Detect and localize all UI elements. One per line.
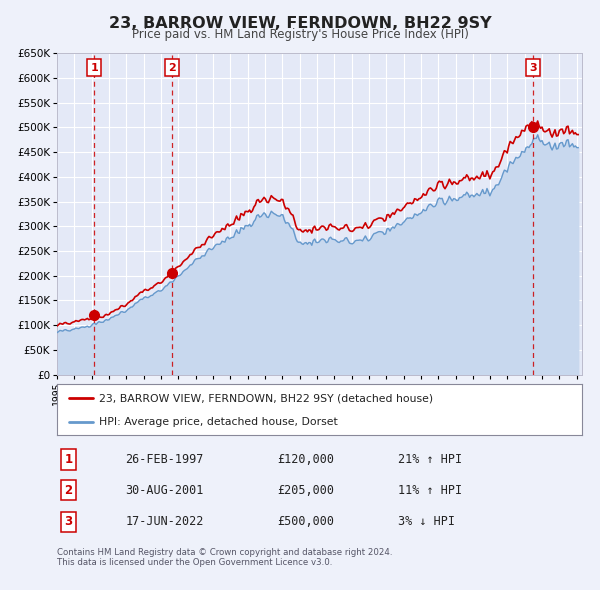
Text: £120,000: £120,000 <box>277 453 335 466</box>
Text: 2: 2 <box>169 63 176 73</box>
Text: 3: 3 <box>64 515 73 528</box>
Text: 21% ↑ HPI: 21% ↑ HPI <box>398 453 463 466</box>
Text: HPI: Average price, detached house, Dorset: HPI: Average price, detached house, Dors… <box>99 417 338 427</box>
Text: Contains HM Land Registry data © Crown copyright and database right 2024.: Contains HM Land Registry data © Crown c… <box>57 548 392 556</box>
Text: 1: 1 <box>91 63 98 73</box>
Text: 3: 3 <box>529 63 536 73</box>
Text: 3% ↓ HPI: 3% ↓ HPI <box>398 515 455 528</box>
Text: Price paid vs. HM Land Registry's House Price Index (HPI): Price paid vs. HM Land Registry's House … <box>131 28 469 41</box>
Text: 2: 2 <box>64 484 73 497</box>
Text: 30-AUG-2001: 30-AUG-2001 <box>125 484 203 497</box>
Text: £500,000: £500,000 <box>277 515 335 528</box>
Text: £205,000: £205,000 <box>277 484 335 497</box>
Text: 11% ↑ HPI: 11% ↑ HPI <box>398 484 463 497</box>
Text: 17-JUN-2022: 17-JUN-2022 <box>125 515 203 528</box>
Text: 23, BARROW VIEW, FERNDOWN, BH22 9SY (detached house): 23, BARROW VIEW, FERNDOWN, BH22 9SY (det… <box>99 393 433 403</box>
Text: 1: 1 <box>64 453 73 466</box>
Text: 26-FEB-1997: 26-FEB-1997 <box>125 453 203 466</box>
Text: This data is licensed under the Open Government Licence v3.0.: This data is licensed under the Open Gov… <box>57 558 332 566</box>
Text: 23, BARROW VIEW, FERNDOWN, BH22 9SY: 23, BARROW VIEW, FERNDOWN, BH22 9SY <box>109 16 491 31</box>
